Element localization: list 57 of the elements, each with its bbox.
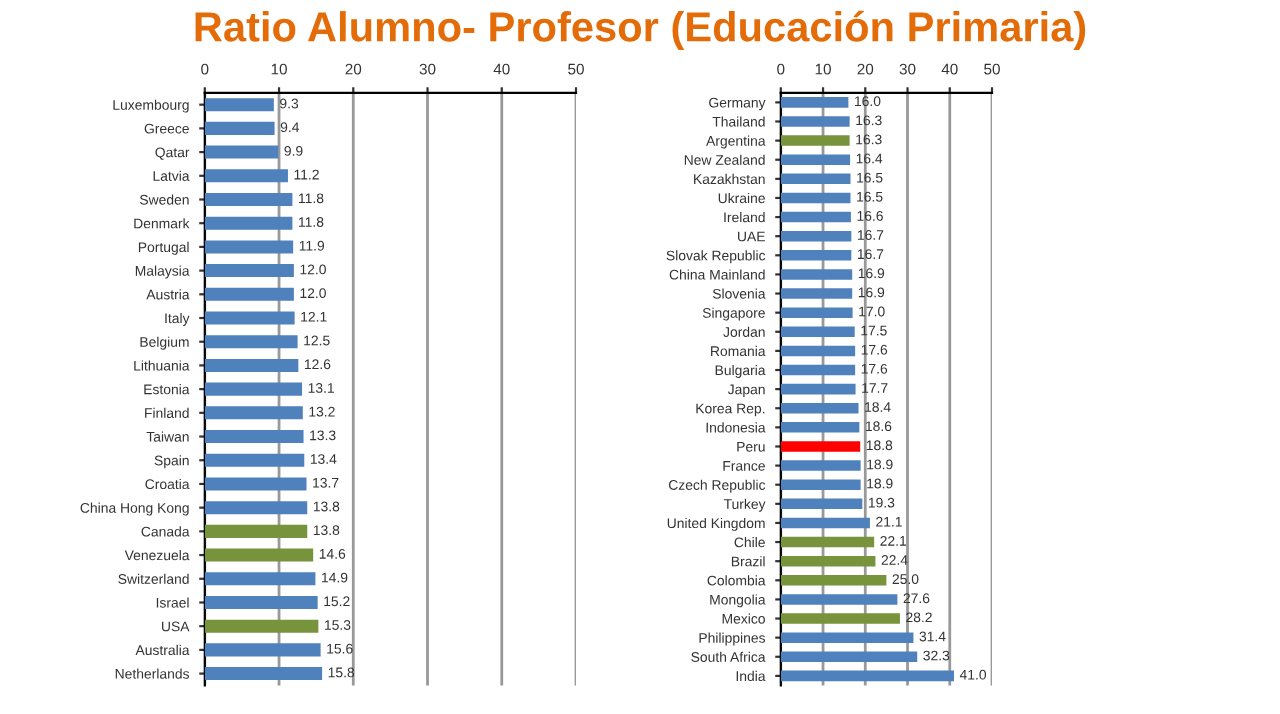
chart-title: Ratio Alumno- Profesor (Educación Primaria): [195, 10, 1086, 50]
bar: [780, 211, 851, 223]
bar: [780, 192, 851, 204]
bar: [204, 358, 299, 372]
bar: [780, 460, 861, 471]
bar: [780, 594, 898, 605]
bar: [780, 402, 859, 414]
bar: [780, 670, 954, 682]
bar: [780, 575, 887, 586]
bar: [780, 422, 860, 433]
bar: [204, 311, 295, 325]
bar: [780, 173, 851, 185]
bar: [780, 517, 870, 529]
bar: [780, 269, 853, 280]
bar: [204, 667, 323, 681]
bar: [204, 192, 293, 207]
bar: [204, 382, 303, 396]
bar: [204, 121, 275, 135]
bar: [780, 154, 851, 165]
bar: [780, 288, 853, 299]
bar: [780, 135, 850, 146]
bar: [204, 524, 308, 538]
bar: [204, 595, 318, 609]
bar: [780, 97, 849, 108]
bar: [780, 613, 900, 624]
bar: [204, 453, 305, 467]
bar: [204, 287, 294, 301]
bar: [204, 264, 294, 278]
bar: [204, 619, 319, 633]
bar: [780, 498, 863, 510]
bar: [204, 169, 288, 183]
bar: [780, 651, 918, 663]
bar: [204, 240, 294, 254]
bar: [780, 632, 914, 643]
bar: [780, 116, 850, 127]
bar: [780, 555, 876, 567]
bar: [204, 477, 307, 491]
bar: [204, 572, 316, 586]
bar: [780, 307, 853, 318]
bar: [204, 406, 303, 420]
bar: [204, 643, 321, 657]
bar: [780, 383, 856, 395]
bar: [204, 335, 298, 349]
bar: [780, 441, 861, 452]
bar: [780, 230, 852, 242]
bar: [780, 250, 852, 261]
bar: [204, 145, 279, 159]
bar: [204, 501, 308, 515]
bar: [780, 364, 856, 376]
bar: [204, 430, 304, 444]
bar: [780, 479, 861, 490]
bar: [204, 98, 274, 112]
bar: [780, 326, 855, 338]
bar: [780, 345, 856, 357]
bar: [780, 536, 875, 548]
bar: [204, 216, 293, 230]
bar: [204, 548, 314, 562]
